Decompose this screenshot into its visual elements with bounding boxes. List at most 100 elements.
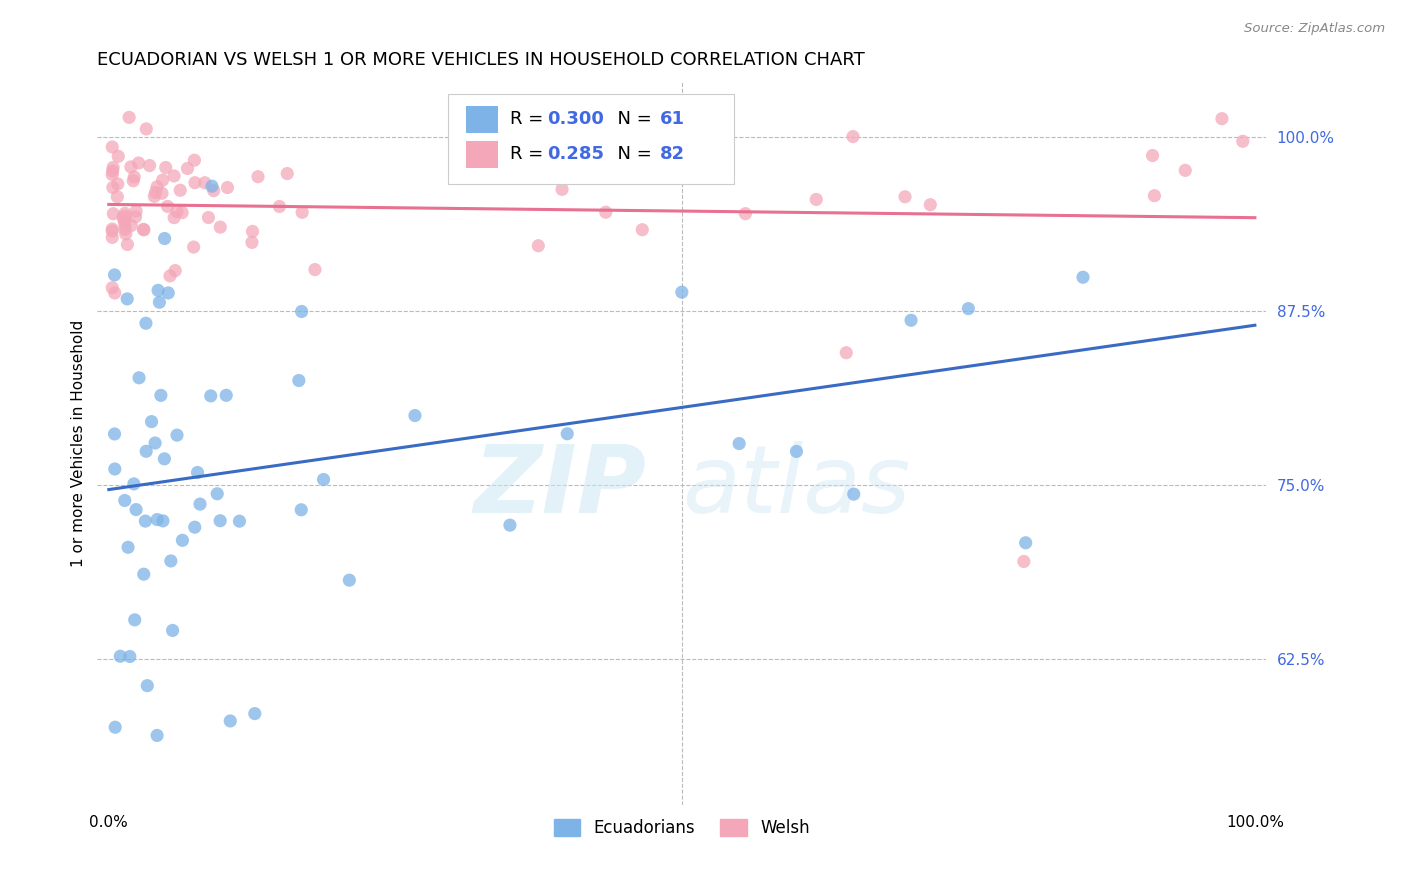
Point bbox=[105, 190, 128, 204]
Point bbox=[734, 207, 756, 221]
Point bbox=[146, 728, 169, 742]
Point bbox=[143, 189, 166, 203]
Point bbox=[728, 436, 751, 450]
Text: R =: R = bbox=[510, 145, 548, 162]
Point bbox=[205, 487, 228, 501]
Point bbox=[240, 235, 263, 250]
Point bbox=[209, 220, 232, 235]
Point bbox=[103, 426, 125, 441]
Point bbox=[128, 371, 150, 385]
Point bbox=[135, 316, 157, 330]
Point bbox=[122, 169, 145, 184]
Text: 82: 82 bbox=[659, 145, 685, 162]
Point bbox=[276, 167, 298, 181]
Point bbox=[152, 514, 174, 528]
Point bbox=[1071, 270, 1094, 285]
Y-axis label: 1 or more Vehicles in Household: 1 or more Vehicles in Household bbox=[72, 319, 86, 566]
Point bbox=[114, 209, 136, 223]
Point bbox=[152, 173, 174, 187]
Point bbox=[623, 161, 645, 175]
Point bbox=[291, 304, 314, 318]
Point bbox=[217, 180, 239, 194]
Point bbox=[209, 514, 232, 528]
Point bbox=[120, 219, 142, 233]
Point bbox=[132, 222, 155, 236]
Point bbox=[201, 179, 224, 194]
Point bbox=[110, 649, 132, 664]
Point bbox=[117, 237, 139, 252]
Point bbox=[135, 122, 157, 136]
Point bbox=[957, 301, 980, 316]
Text: atlas: atlas bbox=[682, 442, 910, 533]
FancyBboxPatch shape bbox=[465, 141, 498, 169]
Point bbox=[114, 493, 136, 508]
Point bbox=[107, 149, 129, 163]
Point bbox=[114, 206, 136, 220]
Point bbox=[132, 223, 155, 237]
Point bbox=[104, 720, 127, 734]
Point bbox=[153, 451, 176, 466]
Point bbox=[1142, 148, 1164, 162]
Point bbox=[141, 415, 163, 429]
Point bbox=[156, 199, 179, 213]
Point bbox=[135, 444, 157, 458]
Point bbox=[671, 285, 693, 300]
Point bbox=[613, 116, 636, 130]
Point bbox=[111, 210, 134, 224]
Point bbox=[128, 156, 150, 170]
Point bbox=[166, 428, 188, 442]
Point bbox=[122, 476, 145, 491]
Text: R =: R = bbox=[510, 110, 548, 128]
Point bbox=[288, 374, 311, 388]
Text: N =: N = bbox=[606, 110, 658, 128]
Point bbox=[197, 211, 219, 225]
Point bbox=[157, 285, 180, 300]
Point bbox=[172, 205, 194, 219]
FancyBboxPatch shape bbox=[449, 94, 734, 184]
Point bbox=[115, 292, 138, 306]
Point bbox=[184, 520, 207, 534]
Point bbox=[163, 211, 186, 225]
Point bbox=[112, 214, 135, 228]
Point bbox=[101, 180, 124, 194]
Point bbox=[146, 512, 169, 526]
Point bbox=[120, 160, 142, 174]
Point bbox=[101, 168, 124, 182]
Point bbox=[183, 240, 205, 254]
Legend: Ecuadorians, Welsh: Ecuadorians, Welsh bbox=[547, 813, 817, 844]
Point bbox=[143, 436, 166, 450]
Point bbox=[136, 679, 159, 693]
Point bbox=[219, 714, 242, 728]
Point bbox=[242, 224, 264, 238]
Text: N =: N = bbox=[606, 145, 658, 162]
Point bbox=[101, 164, 124, 178]
Point bbox=[114, 219, 136, 233]
Point bbox=[160, 554, 183, 568]
Point bbox=[631, 223, 654, 237]
Point bbox=[132, 567, 155, 582]
Point bbox=[1014, 535, 1036, 549]
Point bbox=[186, 466, 208, 480]
Point bbox=[551, 182, 574, 196]
Text: Source: ZipAtlas.com: Source: ZipAtlas.com bbox=[1244, 22, 1385, 36]
Text: 0.285: 0.285 bbox=[547, 145, 605, 162]
Point bbox=[184, 176, 207, 190]
Point bbox=[162, 624, 184, 638]
Point bbox=[202, 184, 225, 198]
Point bbox=[163, 169, 186, 183]
Point bbox=[842, 129, 865, 144]
Point bbox=[1174, 163, 1197, 178]
Point bbox=[842, 487, 865, 501]
Point bbox=[103, 207, 125, 221]
Point bbox=[290, 503, 312, 517]
Point bbox=[312, 473, 335, 487]
Point bbox=[117, 541, 139, 555]
Point bbox=[150, 186, 173, 201]
Point bbox=[103, 268, 125, 282]
Point bbox=[118, 649, 141, 664]
Point bbox=[134, 514, 156, 528]
Point bbox=[900, 313, 922, 327]
Point bbox=[176, 161, 198, 176]
Point bbox=[101, 224, 124, 238]
Point bbox=[101, 140, 124, 154]
